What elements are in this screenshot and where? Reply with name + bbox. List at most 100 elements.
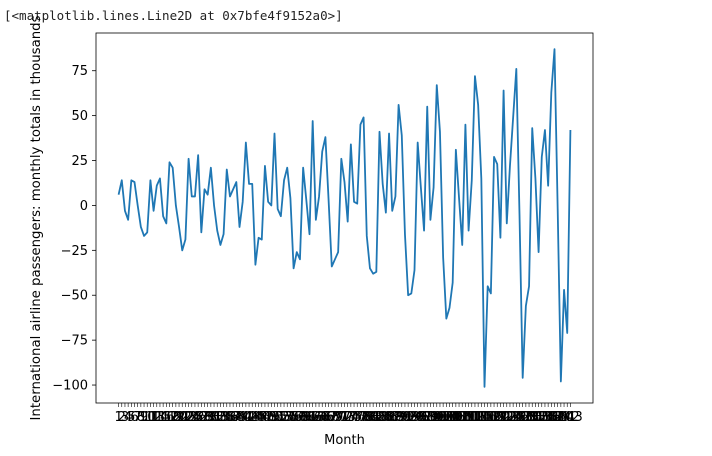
x-tick-label: 78 [355,410,372,425]
x-tick-label: 132 [523,410,548,425]
x-tick-label: 42 [241,410,258,425]
x-tick-label: 113 [463,410,488,425]
x-tick-label: 23 [180,410,197,425]
x-tick-label: 89 [390,410,407,425]
x-tick-label: 75 [346,410,363,425]
x-tick-label: 129 [513,410,538,425]
x-tick-label: 43 [244,410,261,425]
x-tick-label: 36 [222,410,239,425]
x-tick-label: 93 [403,410,420,425]
x-tick-label: 127 [507,410,532,425]
x-tick-label: 115 [469,410,494,425]
x-tick-label: 20 [171,410,188,425]
x-tick-label: 29 [199,410,216,425]
x-tick-label: 76 [349,410,366,425]
x-tick-label: 25 [187,410,204,425]
x-tick-label: 63 [308,410,325,425]
x-tick-label: 45 [250,410,267,425]
x-tick-label: 141 [552,410,577,425]
x-tick-label: 143 [558,410,583,425]
x-tick-label: 10 [139,410,156,425]
x-tick-label: 98 [419,410,436,425]
x-tick-label: 46 [253,410,270,425]
x-tick-label: 111 [456,410,481,425]
x-tick-label: 9 [140,410,148,425]
x-tick-label: 97 [416,410,433,425]
x-tick-label: 104 [434,410,459,425]
x-tick-label: 114 [466,410,491,425]
y-tick-label: −75 [61,334,88,349]
y-tick-label: −100 [52,379,88,394]
x-tick-label: 56 [285,410,302,425]
x-tick-label: 133 [526,410,551,425]
x-tick-label: 94 [406,410,423,425]
x-tick-label: 49 [263,410,280,425]
x-tick-label: 87 [384,410,401,425]
x-tick-label: 85 [378,410,395,425]
plot-area-frame [95,32,594,404]
x-tick-label: 13 [148,410,165,425]
x-tick-label: 100 [421,410,446,425]
x-tick-label: 70 [330,410,347,425]
y-tick-label: −25 [61,244,88,259]
x-tick-label: 131 [520,410,545,425]
y-tick-label: 75 [71,64,88,79]
cell-output-repr: [<matplotlib.lines.Line2D at 0x7bfe4f915… [4,8,343,23]
x-tick-label: 105 [437,410,462,425]
x-tick-label: 34 [215,410,232,425]
x-tick-label: 26 [190,410,207,425]
x-tick-label: 69 [327,410,344,425]
x-axis: 1234567891011121314151617181920212223242… [114,403,583,425]
x-tick-label: 99 [422,410,439,425]
x-tick-label: 40 [234,410,251,425]
x-tick-label: 4 [124,410,132,425]
x-tick-label: 73 [339,410,356,425]
x-tick-label: 6 [130,410,138,425]
x-tick-label: 16 [158,410,175,425]
x-tick-label: 65 [314,410,331,425]
x-tick-label: 103 [431,410,456,425]
x-tick-label: 54 [279,410,296,425]
x-tick-label: 11 [142,410,159,425]
x-tick-label: 112 [459,410,484,425]
x-tick-label: 17 [161,410,178,425]
x-tick-label: 84 [374,410,391,425]
x-tick-label: 122 [491,410,516,425]
x-tick-label: 121 [488,410,513,425]
x-tick-label: 108 [447,410,472,425]
x-tick-label: 125 [501,410,526,425]
x-tick-label: 123 [494,410,519,425]
x-tick-label: 139 [545,410,570,425]
x-tick-label: 31 [206,410,223,425]
x-tick-label: 47 [257,410,274,425]
y-axis: 75 50 25 0 −25 −50 −75 −100 [52,64,96,394]
x-tick-label: 41 [238,410,255,425]
x-tick-label: 21 [174,410,191,425]
x-tick-label: 138 [542,410,567,425]
x-tick-label: 39 [231,410,248,425]
x-tick-label: 119 [482,410,507,425]
x-tick-label: 117 [475,410,500,425]
x-tick-label: 32 [209,410,226,425]
x-tick-label: 95 [409,410,426,425]
y-tick-label: 25 [71,154,88,169]
x-tick-label: 88 [387,410,404,425]
x-tick-label: 22 [177,410,194,425]
x-tick-label: 15 [155,410,172,425]
x-tick-label: 61 [301,410,318,425]
x-tick-label: 102 [428,410,453,425]
x-tick-label: 109 [450,410,475,425]
y-axis-label: International airline passengers: monthl… [29,15,44,420]
x-tick-label: 7 [134,410,142,425]
x-tick-label: 140 [548,410,573,425]
x-tick-label: 72 [336,410,353,425]
x-tick-label: 8 [137,410,145,425]
x-axis-label: Month [324,433,365,448]
x-tick-label: 116 [472,410,497,425]
x-tick-label: 28 [196,410,213,425]
x-tick-label: 77 [352,410,369,425]
y-tick-label: 0 [80,199,88,214]
x-tick-label: 66 [317,410,334,425]
x-tick-label: 81 [365,410,382,425]
x-tick-label: 35 [218,410,235,425]
